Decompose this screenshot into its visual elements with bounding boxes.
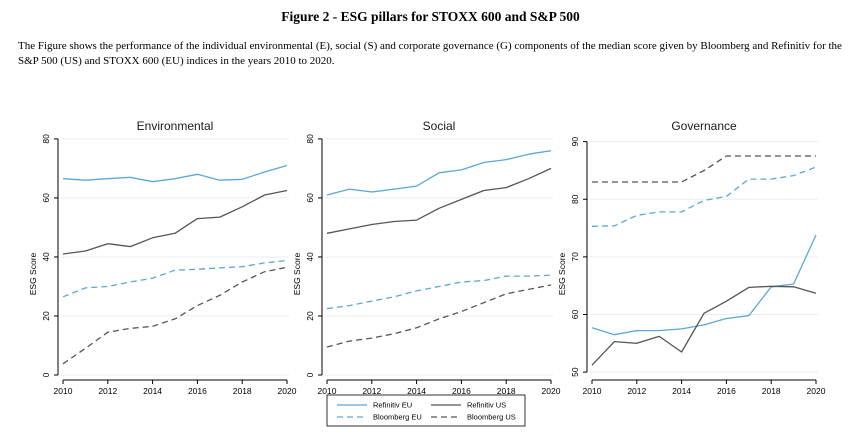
legend: Refinitiv EU Refinitiv US Bloomberg EU Bloo… (326, 394, 526, 427)
environmental-x-tick-label-2010: 2010 (54, 386, 73, 396)
figure-title: Figure 2 - ESG pillars for STOXX 600 and… (281, 9, 580, 24)
environmental-title: Environmental (137, 119, 214, 133)
legend-label-bloomberg-eu: Bloomberg EU (373, 413, 422, 422)
governance-y-tick-label-60: 60 (570, 310, 580, 320)
environmental-x-tick-label-2012: 2012 (98, 386, 117, 396)
environmental-y-tick-label-40: 40 (41, 252, 51, 262)
social-x-tick-label-2016: 2016 (452, 386, 471, 396)
legend-label-refinitiv-us: Refinitiv US (467, 401, 506, 410)
environmental-x-tick-label-2016: 2016 (188, 386, 207, 396)
governance-x-tick-label-2016: 2016 (717, 386, 736, 396)
environmental-series-refinitiv-us (62, 189, 288, 255)
governance-y-tick-label-80: 80 (570, 194, 580, 204)
social-x-tick-label-2010: 2010 (318, 386, 337, 396)
governance-y-tick-label-70: 70 (570, 252, 580, 262)
governance-y-tick-label-90: 90 (570, 137, 580, 147)
legend-label-bloomberg-us: Bloomberg US (467, 413, 516, 422)
social-x-tick-label-2012: 2012 (362, 386, 381, 396)
governance-y-tick-label-50: 50 (570, 367, 580, 377)
governance-x-tick-label-2020: 2020 (807, 386, 826, 396)
environmental-x-tick-label-2018: 2018 (233, 386, 252, 396)
social-title: Social (423, 119, 456, 133)
governance-x-tick-label-2018: 2018 (762, 386, 781, 396)
social-x-tick-label-2020: 2020 (542, 386, 561, 396)
environmental-y-axis-label: ESG Score (28, 252, 38, 295)
environmental-y-tick-label-20: 20 (41, 311, 51, 321)
governance-series-refinitiv-eu (591, 234, 817, 336)
social-panel: Social 0 20 40 60 80 ESG Score 2010 2012 2014 2016… (292, 119, 561, 396)
social-y-tick-label-40: 40 (305, 252, 315, 262)
governance-y-axis-label: ESG Score (557, 252, 567, 295)
social-series-bloomberg-us (326, 284, 552, 348)
environmental-y-tick-label-0: 0 (41, 372, 51, 377)
figure-caption: The Figure shows the performance of the … (18, 40, 842, 67)
social-y-tick-label-60: 60 (305, 193, 315, 203)
social-x-tick-label-2014: 2014 (407, 386, 426, 396)
social-y-tick-label-0: 0 (305, 372, 315, 377)
governance-title: Governance (671, 119, 737, 133)
social-x-tick-label-2018: 2018 (497, 386, 516, 396)
governance-x-tick-label-2010: 2010 (583, 386, 602, 396)
social-series-bloomberg-eu (326, 274, 552, 310)
environmental-y-tick-label-80: 80 (41, 134, 51, 144)
governance-x-tick-label-2012: 2012 (627, 386, 646, 396)
legend-box (326, 394, 526, 427)
social-y-axis-label: ESG Score (292, 252, 302, 295)
environmental-panel: Environmental 0 20 40 60 80 ESG Score 2010 2012 2… (28, 119, 297, 396)
environmental-y-tick-label-60: 60 (41, 193, 51, 203)
governance-series-bloomberg-eu (591, 166, 817, 227)
governance-panel: Governance 50 60 70 80 90 ESG Score 2010 2012 201… (557, 119, 826, 396)
environmental-x-tick-label-2020: 2020 (278, 386, 297, 396)
environmental-x-tick-label-2014: 2014 (143, 386, 162, 396)
social-y-tick-label-80: 80 (305, 134, 315, 144)
social-series-refinitiv-us (326, 167, 552, 234)
environmental-series-bloomberg-us (62, 266, 288, 365)
legend-label-refinitiv-eu: Refinitiv EU (373, 401, 412, 410)
governance-series-refinitiv-us (591, 285, 817, 366)
social-y-tick-label-20: 20 (305, 311, 315, 321)
environmental-series-bloomberg-eu (62, 259, 288, 298)
governance-series-bloomberg-us (592, 155, 816, 183)
environmental-series-refinitiv-eu (62, 164, 288, 183)
social-series-refinitiv-eu (326, 150, 552, 196)
governance-x-tick-label-2014: 2014 (672, 386, 691, 396)
